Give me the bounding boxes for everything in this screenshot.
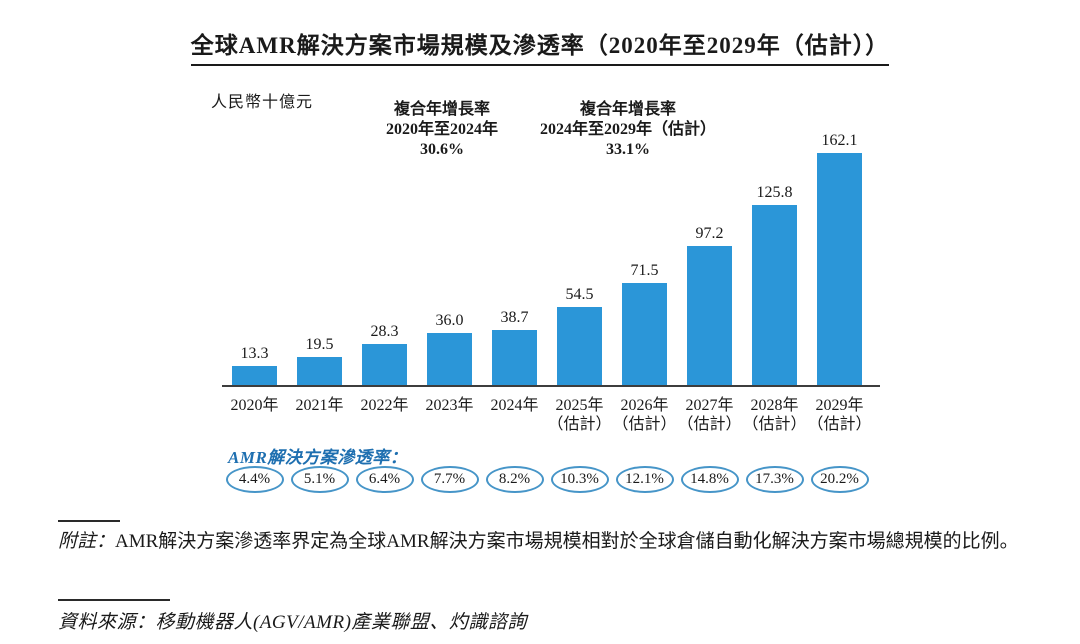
bar — [622, 283, 667, 385]
penetration-badge: 6.4% — [355, 466, 414, 493]
x-tick-year: 2025年 — [555, 397, 604, 414]
cagr-annotation-2020-2024: 複合年增長率 2020年至2024年 30.6% — [312, 100, 572, 160]
x-tick-label: 2026年 （估計） — [612, 396, 677, 434]
source-divider — [58, 599, 170, 601]
penetration-oval-cell: 6.4% — [352, 466, 417, 493]
footnote-text: AMR解決方案滲透率界定為全球AMR解決方案市場規模相對於全球倉儲自動化解決方案… — [115, 531, 1019, 552]
bar — [687, 246, 732, 385]
bar-column: 36.0 — [417, 130, 482, 385]
cagr-period: 2020年至2024年 — [385, 121, 498, 138]
x-tick-estimate-note: （估計） — [547, 416, 612, 433]
penetration-oval-cell: 12.1% — [612, 466, 677, 493]
cagr-title: 複合年增長率 — [579, 101, 676, 118]
x-tick-estimate-note: （估計） — [742, 416, 807, 433]
x-tick-label: 2023年 — [417, 396, 482, 434]
bar — [297, 357, 342, 385]
title-wrap: 全球AMR解決方案市場規模及滲透率（2020年至2029年（估計）） — [0, 26, 1080, 66]
footnote-label: 附註： — [58, 531, 116, 552]
penetration-badge: 7.7% — [420, 466, 479, 493]
x-tick-label: 2028年 （估計） — [742, 396, 807, 434]
penetration-badge: 8.2% — [485, 466, 544, 493]
bar — [557, 307, 602, 385]
x-tick-label: 2024年 — [482, 396, 547, 434]
page-title: 全球AMR解決方案市場規模及滲透率（2020年至2029年（估計）） — [190, 26, 890, 66]
penetration-oval-cell: 5.1% — [287, 466, 352, 493]
penetration-oval-cell: 20.2% — [807, 466, 872, 493]
cagr-annotation-2024-2029: 複合年增長率 2024年至2029年（估計） 33.1% — [498, 100, 758, 160]
x-axis: 2020年 2021年 2022年 2023年 2024年 2025年 （估計） 2026年 （… — [222, 396, 880, 434]
x-tick-estimate-note: （估計） — [807, 416, 872, 433]
x-tick-year: 2023年 — [425, 397, 474, 414]
footnote: 附註：AMR解決方案滲透率界定為全球AMR解決方案市場規模相對於全球倉儲自動化解… — [58, 528, 1026, 555]
penetration-rate-row: 4.4% 5.1% 6.4% 7.7% 8.2% 10.3% 12.1% 14.8% 17.3%… — [222, 466, 880, 493]
bar — [817, 153, 862, 385]
bar-value-label: 162.1 — [821, 132, 858, 149]
x-tick-estimate-note: （估計） — [612, 416, 677, 433]
penetration-badge: 12.1% — [615, 466, 674, 493]
cagr-value: 30.6% — [420, 141, 464, 158]
x-tick-year: 2022年 — [360, 397, 409, 414]
bar-column: 97.2 — [677, 130, 742, 385]
penetration-badge: 4.4% — [225, 466, 284, 493]
penetration-rate-label: AMR解決方案滲透率： — [228, 448, 408, 467]
penetration-badge: 17.3% — [745, 466, 804, 493]
x-tick-label: 2025年 （估計） — [547, 396, 612, 434]
penetration-badge: 14.8% — [680, 466, 739, 493]
x-tick-year: 2024年 — [490, 397, 539, 414]
bar-value-label: 97.2 — [695, 225, 724, 242]
penetration-oval-cell: 10.3% — [547, 466, 612, 493]
bar-value-label: 38.7 — [500, 309, 529, 326]
bar-value-label: 36.0 — [435, 312, 464, 329]
bar — [362, 344, 407, 385]
bar-column: 54.5 — [547, 130, 612, 385]
bar-column: 162.1 — [807, 130, 872, 385]
penetration-badge: 5.1% — [290, 466, 349, 493]
penetration-oval-cell: 8.2% — [482, 466, 547, 493]
x-tick-label: 2020年 — [222, 396, 287, 434]
penetration-oval-cell: 14.8% — [677, 466, 742, 493]
bar-value-label: 54.5 — [565, 286, 594, 303]
x-tick-year: 2021年 — [295, 397, 344, 414]
x-tick-year: 2028年 — [750, 397, 799, 414]
y-axis-unit-label: 人民幣十億元 — [211, 94, 314, 111]
bar-column: 28.3 — [352, 130, 417, 385]
bar-value-label: 28.3 — [370, 323, 399, 340]
bar — [492, 330, 537, 385]
bar-value-label: 71.5 — [630, 262, 659, 279]
x-tick-year: 2026年 — [620, 397, 669, 414]
x-tick-estimate-note: （估計） — [677, 416, 742, 433]
source-note: 資料來源：移動機器人(AGV/AMR)產業聯盟、灼識諮詢 — [58, 612, 527, 633]
penetration-oval-cell: 17.3% — [742, 466, 807, 493]
bar — [752, 205, 797, 385]
bar-column: 19.5 — [287, 130, 352, 385]
x-tick-label: 2027年 （估計） — [677, 396, 742, 434]
x-tick-label: 2021年 — [287, 396, 352, 434]
penetration-oval-cell: 4.4% — [222, 466, 287, 493]
bar — [427, 333, 472, 385]
penetration-badge: 20.2% — [810, 466, 869, 493]
bar-value-label: 19.5 — [305, 336, 334, 353]
bar-value-label: 13.3 — [240, 345, 269, 362]
x-tick-year: 2027年 — [685, 397, 734, 414]
x-tick-label: 2022年 — [352, 396, 417, 434]
cagr-value: 33.1% — [606, 141, 650, 158]
bar — [232, 366, 277, 385]
bar-chart-plot-area: 13.3 19.5 28.3 36.0 38.7 54.5 71.5 97.2 125.8 162… — [222, 130, 880, 387]
penetration-oval-cell: 7.7% — [417, 466, 482, 493]
bar-column: 125.8 — [742, 130, 807, 385]
x-tick-label: 2029年 （估計） — [807, 396, 872, 434]
cagr-title: 複合年增長率 — [393, 101, 490, 118]
bar-column: 38.7 — [482, 130, 547, 385]
bar-value-label: 125.8 — [756, 184, 793, 201]
bar-column: 13.3 — [222, 130, 287, 385]
footnote-divider — [58, 520, 120, 522]
x-tick-year: 2029年 — [815, 397, 864, 414]
penetration-badge: 10.3% — [550, 466, 609, 493]
x-tick-year: 2020年 — [230, 397, 279, 414]
cagr-period: 2024年至2029年（估計） — [539, 121, 716, 138]
bar-column: 71.5 — [612, 130, 677, 385]
